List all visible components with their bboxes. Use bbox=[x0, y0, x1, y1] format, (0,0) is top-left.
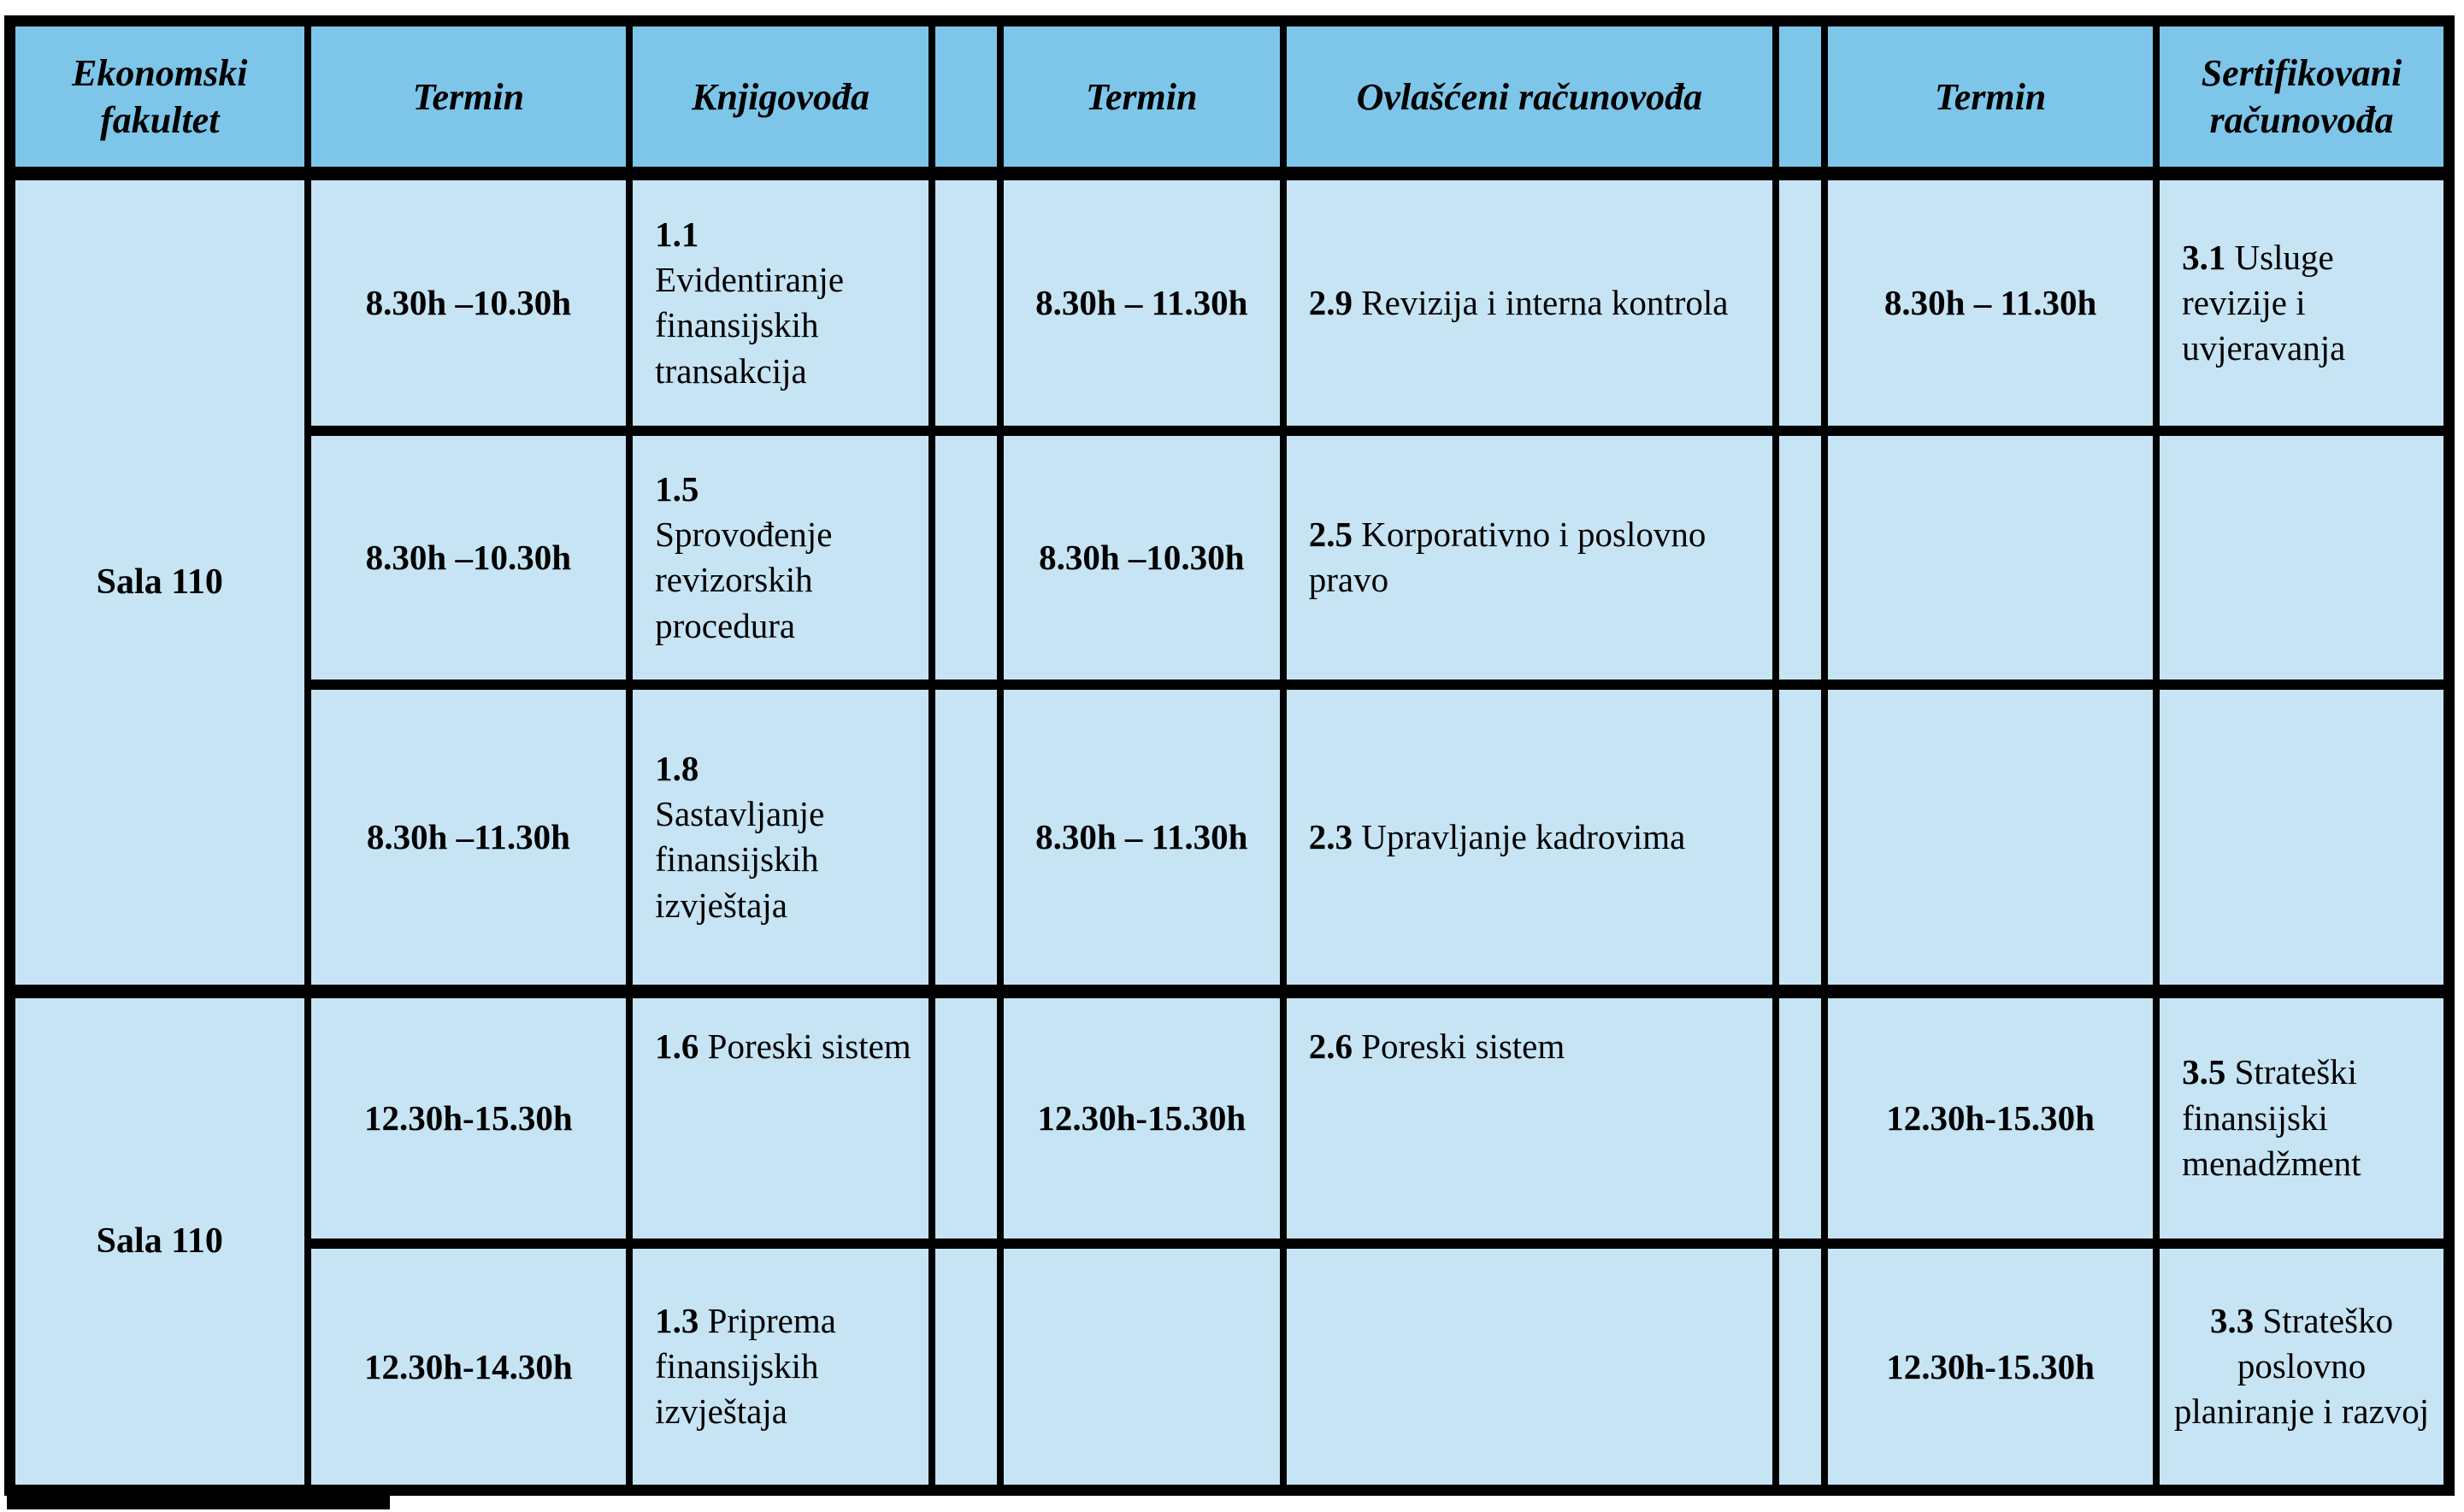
course-title: Revizija i interna kontrola bbox=[1361, 282, 1729, 322]
spacer-cell bbox=[928, 984, 1004, 1249]
course-cell-knjigovodja-r5: 1.3 Priprema finansijskih izvještaja bbox=[626, 1239, 935, 1496]
course-cell-ovlasceni-r3: 2.3 Upravljanje kadrovima bbox=[1279, 680, 1780, 997]
time-cell-ovlasceni-r1: 8.30h – 11.30h bbox=[996, 170, 1287, 436]
time-cell-sertifikovani-r3 bbox=[1821, 680, 2160, 997]
course-number: 1.6 bbox=[655, 1026, 699, 1066]
course-cell-knjigovodja-r4: 1.6 Poreski sistem bbox=[626, 984, 935, 1249]
course-number: 1.8 bbox=[655, 748, 699, 788]
header-ovlasceni: Ovlašćeni računovođa bbox=[1279, 17, 1780, 180]
course-number: 3.1 bbox=[2182, 237, 2226, 277]
course-number: 1.5 bbox=[655, 468, 699, 509]
course-cell-knjigovodja-r2: 1.5 Sprovođenje revizorskih procedura bbox=[626, 427, 935, 690]
time-cell-sertifikovani-r5: 12.30h-15.30h bbox=[1821, 1239, 2160, 1496]
course-title: Sprovođenje revizorskih procedura bbox=[655, 515, 833, 645]
course-cell-sertifikovani-r4: 3.5 Strateški finansijski menadžment bbox=[2153, 984, 2453, 1249]
time-cell-knjigovodja-r2: 8.30h –10.30h bbox=[304, 427, 634, 690]
course-number: 2.6 bbox=[1308, 1026, 1353, 1066]
course-title: Strateško poslovno planiranje i razvoj bbox=[2173, 1300, 2430, 1432]
course-cell-knjigovodja-r3: 1.8 Sastavljanje finansijskih izvještaja bbox=[626, 680, 935, 997]
course-cell-sertifikovani-r3 bbox=[2153, 680, 2453, 997]
course-cell-ovlasceni-r2: 2.5 Korporativno i poslovno pravo bbox=[1279, 427, 1780, 690]
course-title: Sastavljanje finansijskih izvještaja bbox=[655, 793, 825, 925]
schedule-table: Ekonomski fakultet Termin Knjigovođa Ter… bbox=[4, 15, 2455, 1496]
course-title: Usluge revizije i uvjeravanja bbox=[2182, 237, 2346, 368]
spacer-cell bbox=[1772, 984, 1829, 1249]
spacer-cell bbox=[1772, 427, 1829, 690]
header-sertifikovani: Sertifikovani računovođa bbox=[2153, 17, 2453, 180]
room-cell-group1: Sala 110 bbox=[6, 170, 311, 997]
course-title: Korporativno i poslovno pravo bbox=[1308, 515, 1707, 600]
header-faculty: Ekonomski fakultet bbox=[6, 17, 311, 180]
course-title: Strateški finansijski menadžment bbox=[2182, 1052, 2361, 1183]
course-title: Poreski sistem bbox=[1361, 1026, 1565, 1066]
course-cell-sertifikovani-r2 bbox=[2153, 427, 2453, 690]
course-number: 2.5 bbox=[1308, 515, 1353, 555]
time-cell-knjigovodja-r4: 12.30h-15.30h bbox=[304, 984, 634, 1249]
course-title: Poreski sistem bbox=[707, 1026, 911, 1066]
spacer-cell bbox=[928, 427, 1004, 690]
course-title: Evidentiranje finansijskih transakcija bbox=[655, 260, 845, 391]
spacer-cell bbox=[1772, 1239, 1829, 1496]
course-cell-ovlasceni-r4: 2.6 Poreski sistem bbox=[1279, 984, 1780, 1249]
time-cell-sertifikovani-r2 bbox=[1821, 427, 2160, 690]
course-number: 1.3 bbox=[655, 1300, 699, 1340]
time-cell-sertifikovani-r4: 12.30h-15.30h bbox=[1821, 984, 2160, 1249]
course-number: 2.9 bbox=[1308, 282, 1353, 322]
header-spacer-2 bbox=[1772, 17, 1829, 180]
spacer-cell bbox=[1772, 170, 1829, 436]
course-number: 1.1 bbox=[655, 214, 699, 254]
course-cell-sertifikovani-r5: 3.3 Strateško poslovno planiranje i razv… bbox=[2153, 1239, 2453, 1496]
header-knjigovodja: Knjigovođa bbox=[626, 17, 935, 180]
spacer-cell bbox=[928, 680, 1004, 997]
course-title: Priprema finansijskih izvještaja bbox=[655, 1300, 836, 1432]
time-cell-sertifikovani-r1: 8.30h – 11.30h bbox=[1821, 170, 2160, 436]
course-cell-ovlasceni-r5 bbox=[1279, 1239, 1780, 1496]
course-cell-ovlasceni-r1: 2.9 Revizija i interna kontrola bbox=[1279, 170, 1780, 436]
course-number: 2.3 bbox=[1308, 816, 1353, 856]
time-cell-ovlasceni-r5 bbox=[996, 1239, 1287, 1496]
bottom-border-bar bbox=[7, 1487, 390, 1509]
course-number: 3.3 bbox=[2209, 1300, 2255, 1340]
time-cell-knjigovodja-r3: 8.30h –11.30h bbox=[304, 680, 634, 997]
spacer-cell bbox=[928, 1239, 1004, 1496]
time-cell-ovlasceni-r4: 12.30h-15.30h bbox=[996, 984, 1287, 1249]
header-termin-2: Termin bbox=[996, 17, 1287, 180]
time-cell-knjigovodja-r5: 12.30h-14.30h bbox=[304, 1239, 634, 1496]
course-number: 3.5 bbox=[2182, 1052, 2226, 1092]
spacer-cell bbox=[928, 170, 1004, 436]
spacer-cell bbox=[1772, 680, 1829, 997]
time-cell-ovlasceni-r3: 8.30h – 11.30h bbox=[996, 680, 1287, 997]
course-cell-knjigovodja-r1: 1.1 Evidentiranje finansijskih transakcij… bbox=[626, 170, 935, 436]
time-cell-ovlasceni-r2: 8.30h –10.30h bbox=[996, 427, 1287, 690]
course-title: Upravljanje kadrovima bbox=[1361, 816, 1686, 856]
room-cell-group2: Sala 110 bbox=[6, 984, 311, 1496]
time-cell-knjigovodja-r1: 8.30h –10.30h bbox=[304, 170, 634, 436]
header-termin-1: Termin bbox=[304, 17, 634, 180]
header-spacer-1 bbox=[928, 17, 1004, 180]
course-cell-sertifikovani-r1: 3.1 Usluge revizije i uvjeravanja bbox=[2153, 170, 2453, 436]
header-termin-3: Termin bbox=[1821, 17, 2160, 180]
